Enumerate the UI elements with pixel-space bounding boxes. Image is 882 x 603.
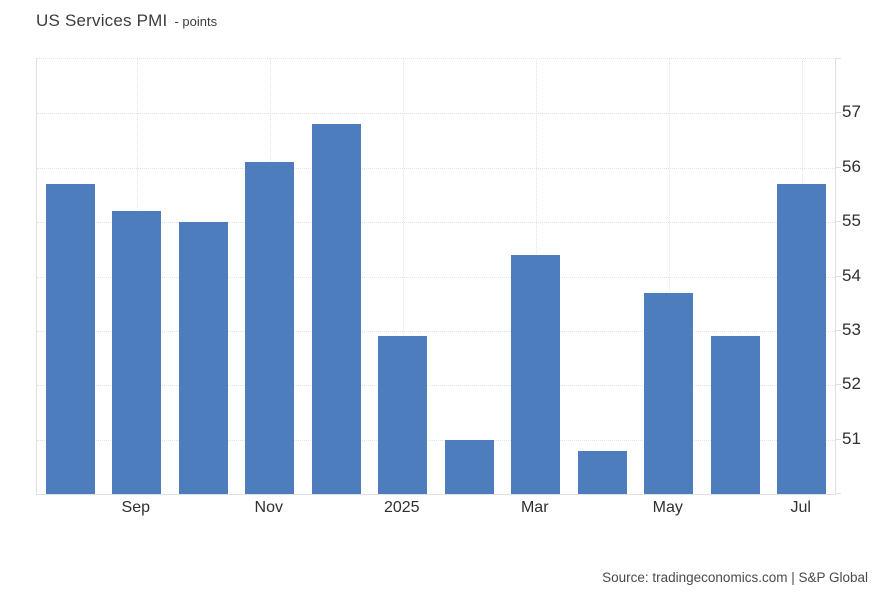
bar-aug-2024[interactable] bbox=[45, 184, 95, 494]
bar-sep-2024[interactable] bbox=[112, 211, 162, 494]
x-tick-label: May bbox=[652, 499, 683, 516]
bar-apr-2025[interactable] bbox=[577, 450, 627, 494]
y-gridline bbox=[37, 113, 835, 115]
source-attribution: Source: tradingeconomics.com | S&P Globa… bbox=[602, 570, 868, 585]
bar-feb-2025[interactable] bbox=[444, 439, 494, 494]
x-tick-label: 2025 bbox=[383, 499, 420, 516]
y-tick-mark bbox=[835, 438, 841, 440]
y-tick-label: 57 bbox=[842, 102, 861, 122]
x-tick-label: Mar bbox=[520, 499, 549, 516]
x-gridline bbox=[402, 59, 404, 494]
y-gridline bbox=[37, 385, 835, 387]
plot-area bbox=[36, 58, 836, 495]
bar-jan-2025[interactable] bbox=[378, 336, 428, 494]
y-tick-mark bbox=[835, 166, 841, 168]
y-tick-mark bbox=[835, 112, 841, 114]
bar-jul-2025[interactable] bbox=[777, 184, 827, 494]
y-tick-mark bbox=[835, 221, 841, 223]
y-tick-mark bbox=[835, 384, 841, 386]
bar-jun-2025[interactable] bbox=[710, 336, 760, 494]
y-tick-mark bbox=[835, 58, 841, 59]
bar-oct-2024[interactable] bbox=[178, 222, 228, 494]
y-tick-mark bbox=[835, 275, 841, 277]
y-gridline bbox=[37, 439, 835, 441]
x-tick-label: Nov bbox=[254, 499, 283, 516]
y-tick-label: 53 bbox=[842, 319, 861, 339]
y-tick-label: 56 bbox=[842, 156, 861, 176]
chart-subtitle: - points bbox=[174, 14, 218, 29]
y-tick-label: 52 bbox=[842, 374, 861, 394]
y-tick-mark bbox=[835, 493, 841, 494]
x-tick-label: Sep bbox=[121, 499, 150, 516]
bar-dec-2024[interactable] bbox=[311, 124, 361, 494]
y-gridline bbox=[37, 222, 835, 224]
chart-title: US Services PMI bbox=[36, 11, 168, 30]
y-gridline bbox=[37, 330, 835, 332]
bar-may-2025[interactable] bbox=[644, 292, 694, 494]
bar-nov-2024[interactable] bbox=[245, 162, 295, 494]
x-tick-label: Jul bbox=[790, 499, 811, 516]
y-tick-label: 51 bbox=[842, 428, 861, 448]
x-gridline bbox=[668, 59, 670, 494]
y-tick-mark bbox=[835, 329, 841, 331]
bar-mar-2025[interactable] bbox=[511, 254, 561, 494]
chart-header: US Services PMI - points bbox=[36, 11, 217, 31]
y-gridline bbox=[37, 167, 835, 169]
y-gridline bbox=[37, 276, 835, 278]
y-tick-label: 54 bbox=[842, 265, 861, 285]
y-tick-label: 55 bbox=[842, 211, 861, 231]
